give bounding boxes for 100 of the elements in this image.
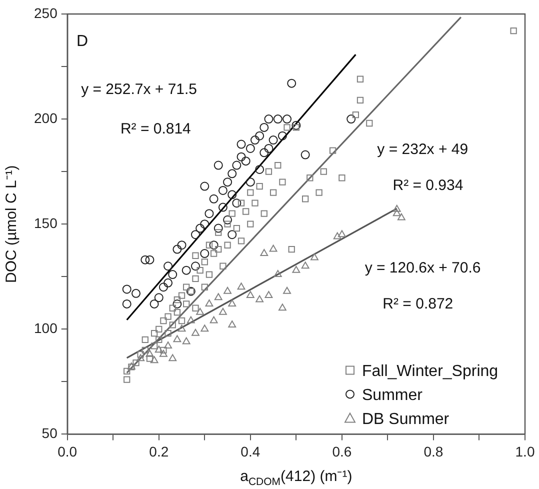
point: [269, 244, 278, 252]
point: [172, 299, 182, 308]
point: [301, 262, 310, 269]
point: [256, 295, 264, 302]
point: [397, 213, 406, 220]
x-tick-label: 0.4: [240, 443, 260, 460]
point: [228, 190, 237, 200]
point: [200, 220, 210, 229]
point: [292, 266, 300, 273]
point: [236, 140, 246, 149]
annotation: R² = 0.872: [382, 296, 454, 313]
x-tick-label: 0.0: [58, 443, 78, 460]
point: [260, 249, 268, 256]
x-tick-label: 0.2: [149, 443, 169, 460]
point: [145, 255, 154, 264]
point: [274, 270, 282, 278]
point: [164, 341, 172, 348]
point: [255, 131, 264, 140]
point: [246, 178, 255, 187]
y-tick-label: 200: [34, 110, 58, 126]
point: [260, 148, 269, 158]
point: [273, 114, 282, 124]
point: [241, 156, 250, 166]
point: [338, 230, 346, 238]
point: [264, 144, 274, 153]
annotation: R² = 0.934: [392, 177, 464, 194]
point: [150, 356, 158, 364]
y-tick-label: 50: [42, 425, 58, 442]
point: [210, 316, 218, 324]
point: [246, 291, 254, 298]
point: [232, 198, 242, 208]
point: [278, 131, 287, 140]
point: [268, 136, 278, 145]
point: [218, 202, 228, 212]
point: [182, 337, 190, 344]
y-tick-label: 250: [34, 4, 58, 21]
point: [250, 136, 260, 145]
point: [223, 215, 232, 224]
legend-label: Fall_Winter_Spring: [362, 363, 498, 380]
point: [333, 232, 342, 240]
point: [205, 299, 214, 306]
point: [214, 293, 222, 300]
point: [196, 308, 204, 315]
point: [178, 324, 186, 332]
point: [209, 240, 218, 250]
point: [218, 186, 228, 195]
point: [223, 178, 232, 187]
point: [172, 244, 182, 254]
annotation: y = 120.6x + 70.6: [364, 259, 481, 276]
point: [191, 262, 200, 271]
point: [154, 293, 164, 302]
annotation: D: [76, 32, 88, 50]
point: [260, 122, 269, 132]
x-tick-label: 1.0: [515, 443, 535, 460]
point: [283, 286, 291, 294]
point: [237, 282, 246, 290]
x-tick-label: 0.8: [424, 443, 444, 460]
point: [122, 299, 132, 308]
point: [246, 144, 255, 153]
point: [182, 266, 191, 275]
point: [158, 282, 168, 292]
point: [236, 152, 246, 162]
y-axis-title: DOC (µmol C L⁻¹): [3, 165, 20, 284]
point: [136, 354, 145, 362]
point: [200, 249, 210, 258]
point: [164, 262, 173, 271]
point: [228, 320, 236, 328]
point: [164, 278, 173, 288]
point: [204, 209, 214, 218]
point: [132, 288, 141, 298]
point: [228, 299, 236, 306]
point: [214, 160, 223, 170]
point: [192, 328, 200, 336]
x-tick-label: 0.6: [332, 443, 352, 460]
point: [264, 114, 274, 124]
point: [177, 240, 186, 250]
point: [218, 308, 227, 315]
point: [214, 224, 223, 233]
point: [191, 230, 200, 240]
point: [122, 284, 132, 294]
point: [392, 204, 401, 212]
point: [228, 169, 237, 178]
annotation: y = 252.7x + 71.5: [81, 80, 198, 98]
point: [154, 346, 163, 353]
point: [127, 362, 136, 370]
annotation: y = 232x + 49: [377, 140, 468, 158]
point: [196, 224, 205, 233]
point: [186, 316, 195, 324]
point: [264, 291, 273, 298]
legend-label: DB Summer: [362, 411, 450, 428]
point: [168, 354, 177, 362]
point: [140, 255, 150, 264]
y-tick-label: 150: [34, 214, 58, 231]
y-tick-label: 100: [34, 320, 58, 336]
point: [255, 164, 264, 174]
point: [278, 304, 286, 311]
point: [282, 114, 292, 124]
point: [150, 299, 159, 308]
point: [228, 230, 237, 240]
annotation: R² = 0.814: [120, 120, 191, 138]
